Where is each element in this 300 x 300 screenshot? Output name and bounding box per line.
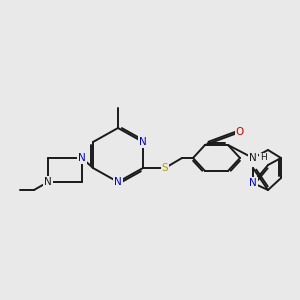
Text: N: N bbox=[249, 178, 257, 188]
Text: O: O bbox=[236, 127, 244, 137]
Text: N: N bbox=[78, 153, 86, 163]
Text: N: N bbox=[139, 137, 147, 147]
Text: S: S bbox=[162, 163, 168, 173]
Text: N: N bbox=[44, 177, 52, 187]
Text: H: H bbox=[260, 154, 267, 163]
Text: N: N bbox=[249, 153, 257, 163]
Text: N: N bbox=[114, 177, 122, 187]
